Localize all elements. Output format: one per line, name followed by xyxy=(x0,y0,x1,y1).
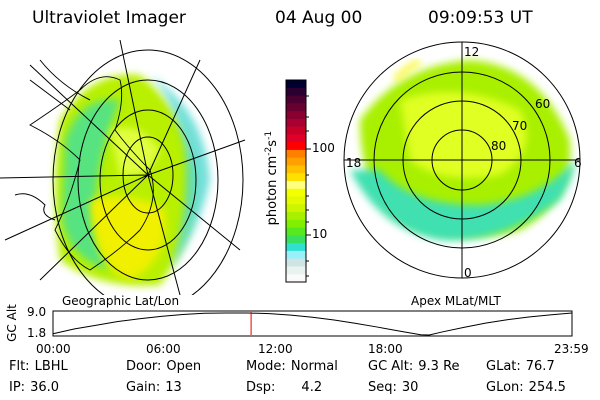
xtick-3: 18:00 xyxy=(368,342,403,356)
colorbar-band xyxy=(286,266,306,275)
status-field: GLat: 76.7 xyxy=(486,359,555,374)
lat-label-80: 80 xyxy=(491,139,507,153)
status-field: Dsp: 4.2 xyxy=(246,380,322,395)
colorbar-band xyxy=(286,134,306,143)
status-value: 30 xyxy=(401,380,419,395)
left-map-label: Geographic Lat/Lon xyxy=(62,294,180,308)
status-value: 13 xyxy=(165,380,182,395)
status-field: Mode: Normal xyxy=(246,359,338,374)
altitude-ytick-max: 9.0 xyxy=(27,305,47,319)
colorbar-band xyxy=(286,188,306,198)
colorbar-band xyxy=(286,219,306,229)
colorbar-unit-label: photon cm-2s-1 xyxy=(263,130,281,226)
mlt-label-12: 12 xyxy=(464,45,480,59)
geographic-map-image xyxy=(0,40,246,295)
altitude-ylabel: GC Alt xyxy=(5,304,19,342)
colorbar-band xyxy=(286,111,306,120)
status-field: Flt: LBHL xyxy=(9,359,68,374)
status-value: 76.7 xyxy=(525,359,555,374)
status-key: Gain: xyxy=(126,380,161,395)
mlt-label-0: 0 xyxy=(464,266,472,280)
xtick-4: 23:59 xyxy=(554,342,589,356)
colorbar-band xyxy=(286,149,306,159)
colorbar-band xyxy=(286,212,306,221)
colorbar-band xyxy=(286,80,306,89)
status-key: GLon: xyxy=(486,380,524,395)
mlt-label-6: 6 xyxy=(574,156,582,170)
status-field: IP: 36.0 xyxy=(9,380,59,395)
colorbar-band xyxy=(286,157,306,166)
status-field: Door: Open xyxy=(126,359,201,374)
status-value: 254.5 xyxy=(528,380,566,395)
lat-label-60: 60 xyxy=(535,97,551,111)
colorbar-tick-10: 10 xyxy=(312,227,328,241)
status-key: Flt: xyxy=(9,359,30,374)
status-key: GC Alt: xyxy=(368,359,414,374)
status-value: Open xyxy=(166,359,202,374)
mlt-label-18: 18 xyxy=(346,156,362,170)
status-field: GC Alt: 9.3 Re xyxy=(368,359,460,374)
xtick-1: 06:00 xyxy=(146,342,181,356)
xtick-0: 00:00 xyxy=(36,342,71,356)
altitude-plot xyxy=(52,312,573,336)
colorbar-band xyxy=(286,258,306,267)
colorbar-band xyxy=(286,87,306,97)
colorbar-band xyxy=(286,181,306,190)
status-value: 36.0 xyxy=(30,380,60,395)
colorbar-band xyxy=(286,227,306,236)
colorbar-band xyxy=(286,274,306,283)
lat-label-70: 70 xyxy=(512,119,528,133)
colorbar-band xyxy=(286,95,306,104)
colorbar-ticks xyxy=(306,95,311,277)
colorbar-band xyxy=(286,103,306,112)
date: 04 Aug 00 xyxy=(275,8,363,28)
status-field: GLon: 254.5 xyxy=(486,380,566,395)
status-field: Gain: 13 xyxy=(126,380,182,395)
time: 09:09:53 UT xyxy=(428,8,533,28)
status-field: Seq: 30 xyxy=(368,380,418,395)
status-key: IP: xyxy=(9,380,26,395)
colorbar-band xyxy=(286,243,306,252)
altitude-curve xyxy=(52,312,573,336)
colorbar-tick-100: 100 xyxy=(312,141,335,155)
status-key: Seq: xyxy=(368,380,397,395)
colorbar-band xyxy=(286,165,306,174)
colorbar-band xyxy=(286,142,306,151)
altitude-ytick-min: 1.8 xyxy=(27,326,47,340)
colorbar-band xyxy=(286,204,306,213)
colorbar-band xyxy=(286,196,306,205)
instrument-title: Ultraviolet Imager xyxy=(32,8,186,28)
status-value: LBHL xyxy=(34,359,68,374)
colorbar-band xyxy=(286,235,306,244)
polar-grid xyxy=(343,41,581,279)
right-map-label: Apex MLat/MLT xyxy=(411,294,501,308)
status-key: Door: xyxy=(126,359,162,374)
colorbar-band xyxy=(286,250,306,260)
status-key: GLat: xyxy=(486,359,521,374)
colorbar xyxy=(285,79,307,283)
status-value: 4.2 xyxy=(301,380,323,395)
altitude-plot-frame xyxy=(52,310,573,337)
colorbar-border xyxy=(285,79,307,283)
colorbar-band xyxy=(286,126,306,135)
status-key: Dsp: xyxy=(246,380,276,395)
colorbar-band xyxy=(286,173,306,182)
colorbar-band xyxy=(286,118,306,128)
status-key: Mode: xyxy=(246,359,286,374)
status-value: Normal xyxy=(290,359,338,374)
xtick-2: 12:00 xyxy=(258,342,293,356)
status-value: 9.3 Re xyxy=(418,359,460,374)
